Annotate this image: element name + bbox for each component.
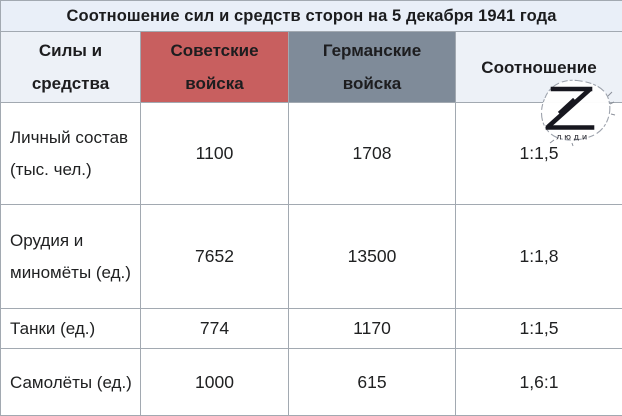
header-ratio: Соотношение xyxy=(456,32,622,103)
header-german-troops: Германские войска xyxy=(289,32,456,103)
table-row-personnel: Личный состав (тыс. чел.) 1100 1708 1:1,… xyxy=(1,103,622,205)
row-label: Личный состав (тыс. чел.) xyxy=(1,103,141,205)
ratio-value: 1:1,5 xyxy=(456,309,622,349)
header-forces: Силы и средства xyxy=(1,32,141,103)
ratio-value: 1,6:1 xyxy=(456,349,622,416)
table-row-guns-mortars: Орудия и миномёты (ед.) 7652 13500 1:1,8 xyxy=(1,205,622,309)
row-label: Танки (ед.) xyxy=(1,309,141,349)
table-header-row: Силы и средства Советские войска Германс… xyxy=(1,32,622,103)
german-value: 615 xyxy=(289,349,456,416)
table-row-aircraft: Самолёты (ед.) 1000 615 1,6:1 xyxy=(1,349,622,416)
row-label: Самолёты (ед.) xyxy=(1,349,141,416)
soviet-value: 1100 xyxy=(141,103,289,205)
row-label: Орудия и миномёты (ед.) xyxy=(1,205,141,309)
ratio-value: 1:1,5 xyxy=(456,103,622,205)
soviet-value: 1000 xyxy=(141,349,289,416)
ratio-value: 1:1,8 xyxy=(456,205,622,309)
table-row-tanks: Танки (ед.) 774 1170 1:1,5 xyxy=(1,309,622,349)
soviet-value: 774 xyxy=(141,309,289,349)
table-title: Соотношение сил и средств сторон на 5 де… xyxy=(1,1,622,32)
header-soviet-troops: Советские войска xyxy=(141,32,289,103)
german-value: 13500 xyxy=(289,205,456,309)
soviet-value: 7652 xyxy=(141,205,289,309)
german-value: 1170 xyxy=(289,309,456,349)
german-value: 1708 xyxy=(289,103,456,205)
table-title-row: Соотношение сил и средств сторон на 5 де… xyxy=(1,1,622,32)
